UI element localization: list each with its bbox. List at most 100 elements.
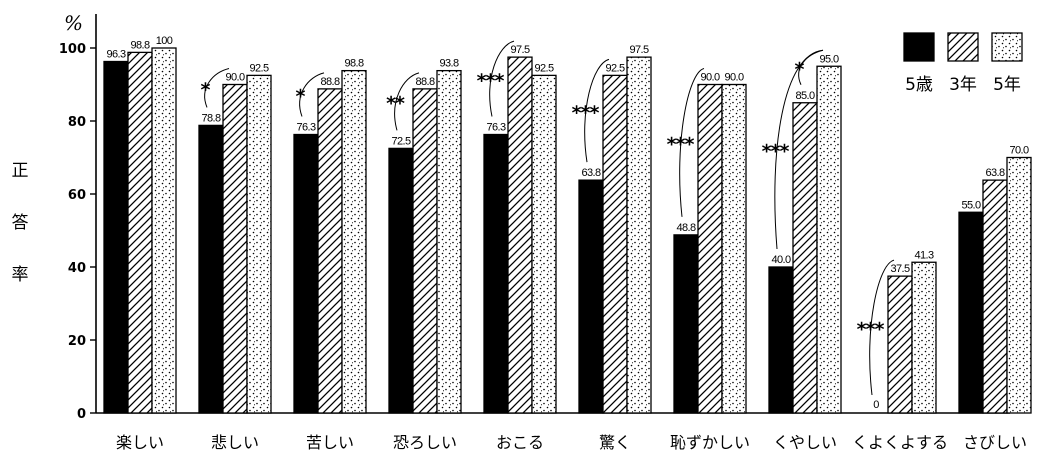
bar-value-label: 63.8 [985,167,1004,179]
bar [103,60,129,414]
bar-value-label: 90.0 [724,72,743,84]
bar-value-label: 88.8 [320,76,339,88]
bar-value-label: 41.3 [914,249,933,261]
bar-value-label: 98.8 [344,58,363,70]
bar-value-label: 63.8 [581,167,600,179]
legend: 5歳 3年 5年 [903,32,1023,95]
bar-value-label: 88.8 [415,76,434,88]
significance-annotations: * * *********** ******* [201,40,895,396]
y-axis-label-char: 正 [12,161,29,181]
significance-bracket [798,49,824,85]
category-label: 驚く [599,433,631,452]
bar-value-label: 95.0 [819,53,838,65]
category-label: 苦しい [306,433,354,452]
bar-value-label: 85.0 [795,90,814,102]
y-tick-label: 0 [77,407,86,422]
legend-swatch [903,32,935,62]
significance-marker: *** [477,70,505,92]
bar [697,83,723,414]
bar-value-label: 92.5 [605,62,624,74]
bar [531,74,557,414]
significance-marker: *** [667,134,695,156]
category-label: 恐ろしい [393,433,457,452]
bar-value-label: 90.0 [700,72,719,84]
bar-value-label: 97.5 [629,44,648,56]
bar-value-label: 76.3 [486,122,505,134]
significance-marker: * [201,79,211,101]
bar-value-label: 0 [873,399,879,411]
bar [578,179,604,414]
significance-bracket [679,68,705,217]
bar-value-label: 92.5 [534,62,553,74]
bar [626,56,652,414]
bar [317,88,343,414]
bar [507,56,533,414]
y-axis-label: 正答率 [12,161,29,285]
bar [293,133,319,414]
bar [483,133,509,414]
significance-bracket [584,58,610,163]
bar-value-label: 40.0 [771,254,790,266]
bar [911,261,937,414]
y-axis-unit: % [64,11,83,35]
y-axis-label-char: 答 [12,213,29,233]
legend-swatch [991,32,1023,62]
bar-value-label: 92.5 [249,62,268,74]
bar-value-label: 90.0 [225,72,244,84]
y-tick-label: 20 [68,334,86,349]
bar [958,211,984,414]
bars: 96.3 98.8 100 楽しい 78.8 90.0 92.5 悲しい 76.3 88.8 98.… [103,35,1032,452]
legend-label: 3年 [949,75,977,95]
bar [222,83,248,414]
bar [151,47,177,414]
significance-marker: ** [386,93,405,115]
legend-swatch [947,32,979,62]
significance-marker: * [795,59,805,81]
bar-value-label: 93.8 [439,58,458,70]
bar [816,65,842,414]
significance-bracket [299,72,325,117]
bar [792,102,818,414]
bar [768,266,794,414]
significance-marker: * [296,86,306,108]
bar-value-label: 72.5 [391,135,410,147]
legend-label: 5年 [993,75,1021,95]
bar-value-label: 98.8 [130,39,149,51]
bar [246,74,272,414]
bar [721,83,747,414]
y-tick-label: 100 [59,42,86,57]
bar [388,147,414,414]
significance-bracket [204,68,230,108]
bar [127,51,153,414]
significance-marker: *** [572,102,600,124]
category-label: さびしい [963,433,1027,452]
bar-value-label: 55.0 [961,199,980,211]
bar [673,234,699,414]
bar [341,69,367,414]
y-tick-label: 80 [68,115,86,130]
bar-value-label: 100 [156,35,173,47]
significance-marker: *** [857,319,885,341]
y-axis-label-char: 率 [12,265,29,285]
bar-value-label: 70.0 [1009,145,1028,157]
bar-value-label: 97.5 [510,44,529,56]
bar-value-label: 48.8 [676,222,695,234]
bar-value-label: 96.3 [106,49,125,61]
legend-label: 5歳 [905,75,933,95]
bar [1006,156,1032,414]
bar [887,275,913,414]
bar [602,74,628,414]
category-label: おこる [496,433,544,452]
category-label: 恥ずかしい [670,433,750,452]
y-tick-label: 40 [68,261,86,276]
y-tick-label: 60 [68,188,86,203]
category-label: くよくよする [852,433,948,452]
bar [982,179,1008,414]
bar [436,69,462,414]
significance-bracket [869,259,895,396]
category-label: くやしい [773,433,837,452]
bar-value-label: 37.5 [890,263,909,275]
bar-value-label: 78.8 [201,112,220,124]
bar [198,124,224,414]
